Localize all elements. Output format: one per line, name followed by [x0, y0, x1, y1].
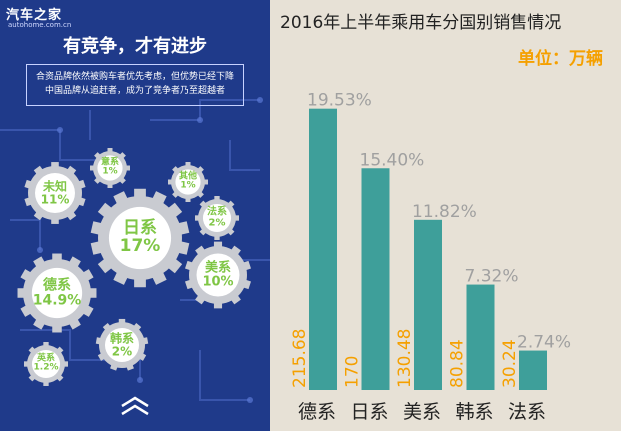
gear-icon — [17, 253, 97, 333]
category-label: 日系 — [350, 401, 388, 423]
gear-icon — [95, 318, 149, 371]
gear-icon — [90, 148, 130, 188]
bar — [466, 284, 495, 390]
category-label: 美系 — [403, 401, 441, 423]
gear-value: 2% — [111, 344, 133, 358]
bar — [361, 168, 390, 390]
category-label: 韩系 — [455, 401, 493, 423]
gear-label: 韩系 2% — [110, 332, 134, 357]
chevron-up-icon[interactable] — [118, 395, 152, 417]
gear-label: 其他 1% — [178, 171, 198, 192]
gear-icon — [24, 342, 68, 386]
gear-value: 10% — [202, 274, 234, 289]
gear-name: 其他 — [178, 171, 198, 182]
gear-value: 1.2% — [33, 363, 59, 373]
gear-value: 11% — [40, 192, 70, 206]
percent-label: 15.40% — [360, 150, 425, 170]
percent-label: 19.53% — [307, 91, 372, 111]
gear-name: 日系 — [122, 218, 157, 239]
gear-label: 未知 11% — [41, 180, 70, 205]
infographic-panel: 汽车之家 autohome.com.cn 有竞争，才有进步 合资品牌依然被购车者… — [0, 0, 270, 431]
gear-name: 意系 — [100, 157, 120, 168]
gear-icon — [90, 188, 190, 288]
gear-icon — [195, 196, 239, 240]
brand-logo-text: 汽车之家 — [6, 8, 63, 23]
value-label: 30.24 — [500, 339, 520, 388]
gear-name: 韩系 — [109, 331, 135, 346]
value-label: 215.68 — [290, 329, 310, 388]
percent-label: 11.82% — [412, 202, 477, 222]
percent-label: 7.32% — [465, 267, 519, 287]
value-label: 170 — [343, 356, 363, 388]
gear-value: 1% — [180, 181, 196, 191]
gear-label: 德系 14.9% — [33, 278, 82, 307]
gear-label: 英系 1.2% — [33, 353, 59, 374]
bar — [309, 108, 337, 391]
gear-name: 法系 — [207, 206, 227, 218]
gear-label: 日系 17% — [119, 218, 161, 256]
gears-layer — [17, 148, 252, 386]
headline: 有竞争，才有进步 — [63, 36, 207, 57]
gear-icon — [168, 162, 208, 202]
brand-domain: autohome.com.cn — [8, 21, 72, 29]
gear-label: 意系 1% — [100, 157, 120, 178]
description-line-2: 中国品牌从追赶者，成为了竞争者乃至超越者 — [44, 86, 225, 96]
chart-title: 2016年上半年乘用车分国别销售情况 — [280, 13, 562, 33]
bar — [414, 219, 442, 390]
gear-name: 英系 — [36, 353, 55, 364]
gear-name: 德系 — [42, 277, 71, 294]
category-label: 法系 — [508, 401, 546, 423]
gear-value: 2% — [208, 217, 226, 228]
gear-value: 14.9% — [32, 292, 82, 308]
description-box: 合资品牌依然被购车者优先考虑，但优势已经下降 中国品牌从追赶者，成为了竞争者乃至… — [26, 64, 244, 106]
value-label: 130.48 — [395, 329, 415, 388]
gear-name: 美系 — [204, 260, 231, 276]
gear-label: 法系 2% — [207, 206, 227, 229]
unit-label: 单位：万辆 — [518, 49, 603, 69]
gear-icon — [184, 241, 252, 309]
circuit-map-background — [0, 97, 270, 403]
gear-icon — [24, 162, 86, 224]
category-label: 德系 — [298, 401, 336, 423]
bar — [519, 350, 547, 390]
percent-label: 2.74% — [517, 333, 571, 353]
gear-value: 1% — [102, 167, 118, 177]
value-label: 80.84 — [448, 339, 468, 388]
gear-label: 美系 10% — [202, 261, 233, 288]
description-line-1: 合资品牌依然被购车者优先考虑，但优势已经下降 — [35, 72, 234, 82]
gear-name: 未知 — [42, 179, 68, 194]
gear-value: 17% — [119, 236, 161, 256]
